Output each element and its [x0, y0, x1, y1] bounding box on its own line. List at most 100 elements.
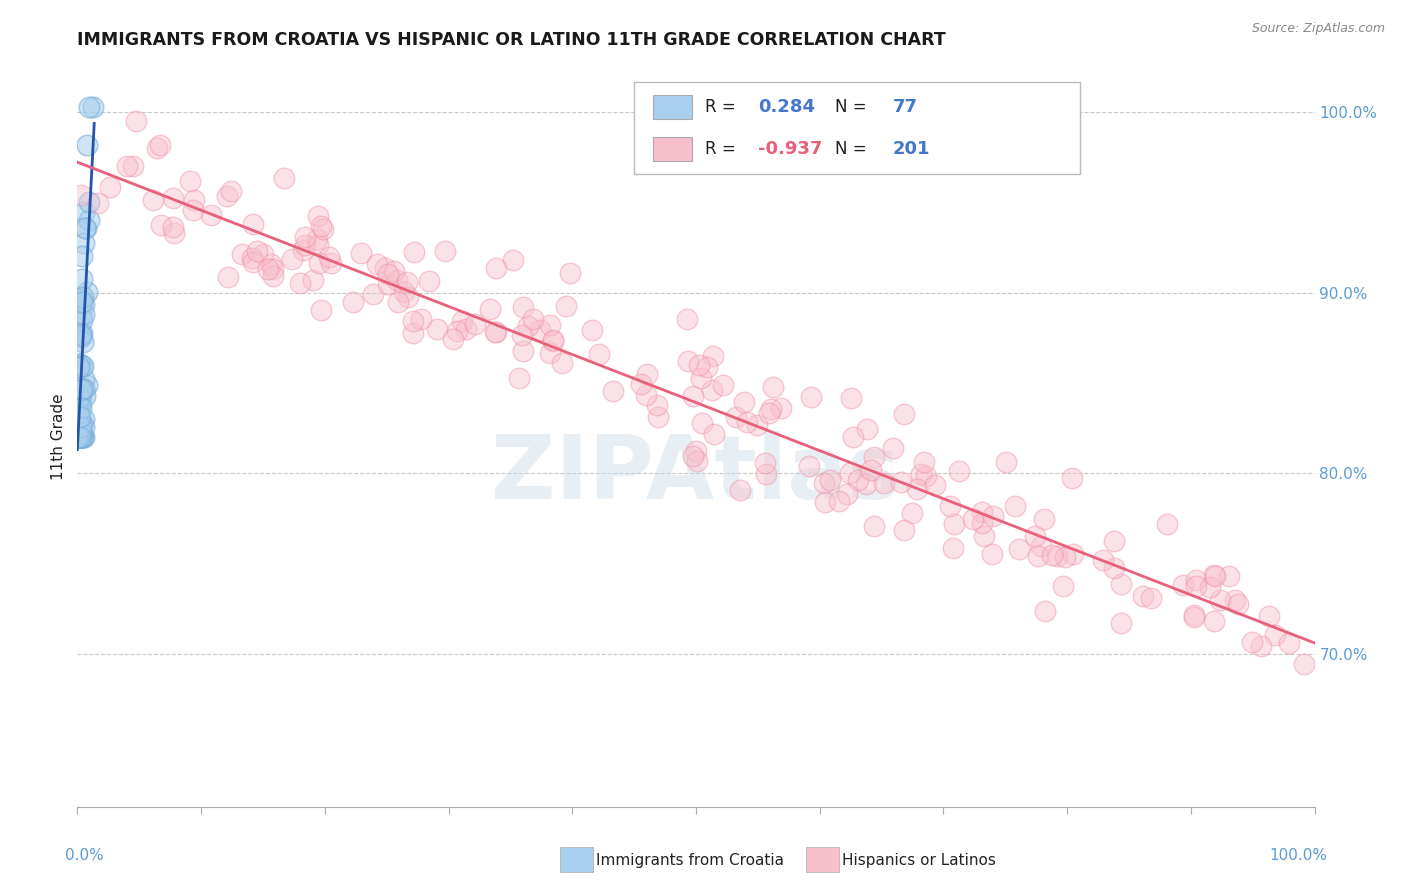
Point	[66, 406, 89, 420]
Point	[70, 383, 93, 397]
Point	[69, 430, 91, 444]
Point	[827, 494, 849, 508]
Point	[678, 354, 700, 368]
Point	[910, 467, 932, 481]
Point	[72, 430, 94, 444]
Point	[308, 256, 330, 270]
Point	[67, 359, 90, 374]
Point	[70, 394, 93, 409]
Point	[426, 322, 449, 336]
Point	[72, 289, 94, 303]
Point	[200, 208, 222, 222]
Point	[1292, 657, 1315, 672]
Point	[162, 220, 184, 235]
Text: IMMIGRANTS FROM CROATIA VS HISPANIC OR LATINO 11TH GRADE CORRELATION CHART: IMMIGRANTS FROM CROATIA VS HISPANIC OR L…	[77, 31, 946, 49]
Point	[87, 196, 110, 211]
Point	[942, 517, 965, 532]
Point	[76, 378, 98, 392]
Point	[377, 277, 399, 292]
Point	[67, 417, 90, 432]
Point	[75, 221, 97, 235]
Point	[183, 194, 205, 208]
Point	[294, 229, 316, 244]
Point	[690, 416, 713, 430]
Point	[1024, 529, 1046, 543]
Point	[1132, 589, 1154, 603]
Point	[636, 388, 658, 402]
Point	[221, 184, 243, 198]
Point	[242, 251, 264, 265]
Point	[682, 449, 704, 463]
Point	[231, 247, 253, 261]
FancyBboxPatch shape	[634, 82, 1080, 174]
Point	[69, 430, 91, 444]
Point	[839, 392, 862, 406]
Point	[890, 475, 912, 489]
Point	[73, 430, 96, 444]
Point	[484, 261, 506, 276]
Point	[73, 383, 96, 397]
Point	[813, 475, 835, 490]
Point	[1171, 577, 1194, 591]
Point	[82, 100, 104, 114]
Point	[350, 246, 373, 260]
Point	[77, 194, 100, 209]
Point	[66, 430, 89, 444]
Point	[252, 247, 274, 261]
Point	[307, 238, 329, 252]
Point	[838, 467, 860, 481]
Text: R =: R =	[704, 140, 741, 158]
Point	[846, 473, 869, 487]
Point	[260, 257, 283, 271]
Point	[402, 314, 425, 328]
Point	[647, 410, 669, 425]
Point	[70, 308, 93, 322]
Point	[981, 547, 1004, 561]
Point	[409, 311, 432, 326]
Point	[402, 326, 425, 340]
Point	[281, 252, 304, 266]
Point	[602, 384, 624, 399]
Point	[307, 209, 329, 223]
Point	[529, 323, 551, 337]
Point	[484, 325, 506, 339]
Point	[837, 487, 859, 501]
Point	[1033, 512, 1056, 526]
Point	[1004, 500, 1026, 514]
Point	[856, 421, 879, 435]
Point	[769, 401, 792, 415]
Point	[1209, 592, 1232, 607]
Point	[676, 312, 699, 326]
Point	[67, 394, 90, 409]
Point	[818, 473, 841, 487]
Point	[588, 347, 610, 361]
Point	[434, 244, 457, 259]
Point	[72, 334, 94, 349]
Point	[73, 235, 96, 250]
Point	[725, 409, 748, 424]
Point	[162, 190, 184, 204]
Point	[70, 272, 93, 286]
FancyBboxPatch shape	[652, 95, 692, 119]
Point	[759, 402, 782, 417]
Point	[179, 174, 201, 188]
Point	[377, 267, 399, 281]
Point	[1218, 569, 1240, 583]
Point	[862, 518, 884, 533]
Point	[973, 529, 995, 543]
Text: 0.0%: 0.0%	[65, 848, 104, 863]
Point	[1031, 539, 1053, 553]
Point	[464, 317, 486, 331]
Point	[914, 468, 936, 483]
Point	[69, 326, 91, 341]
Point	[418, 274, 440, 288]
Point	[1139, 591, 1161, 605]
Point	[446, 324, 468, 338]
Point	[73, 372, 96, 386]
Point	[1052, 579, 1074, 593]
Point	[873, 475, 896, 490]
Point	[630, 377, 652, 392]
Point	[70, 249, 93, 263]
Point	[121, 159, 143, 173]
Point	[66, 430, 89, 444]
